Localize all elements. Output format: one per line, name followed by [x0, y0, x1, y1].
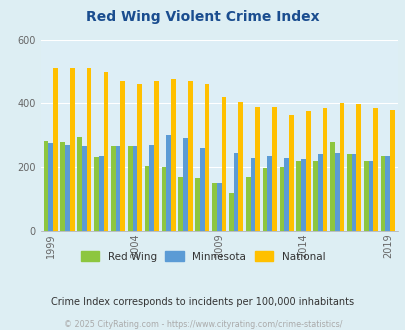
Bar [204, 84, 209, 231]
Bar [301, 159, 305, 231]
Bar [313, 161, 317, 231]
Bar [288, 115, 293, 231]
Bar [65, 145, 70, 231]
Bar [322, 108, 326, 231]
Bar [284, 158, 288, 231]
Bar [267, 156, 271, 231]
Bar [137, 84, 142, 231]
Bar [200, 148, 204, 231]
Bar [115, 147, 120, 231]
Bar [250, 158, 255, 231]
Bar [166, 135, 171, 231]
Bar [60, 142, 65, 231]
Bar [87, 68, 91, 231]
Bar [149, 145, 154, 231]
Bar [188, 81, 192, 231]
Bar [363, 161, 368, 231]
Bar [305, 112, 310, 231]
Bar [161, 167, 166, 231]
Bar [233, 153, 238, 231]
Bar [372, 108, 377, 231]
Bar [245, 177, 250, 231]
Bar [346, 154, 351, 231]
Text: Crime Index corresponds to incidents per 100,000 inhabitants: Crime Index corresponds to incidents per… [51, 297, 354, 307]
Bar [228, 193, 233, 231]
Bar [70, 68, 75, 231]
Bar [339, 103, 343, 231]
Bar [317, 154, 322, 231]
Text: © 2025 CityRating.com - https://www.cityrating.com/crime-statistics/: © 2025 CityRating.com - https://www.city… [64, 319, 341, 329]
Bar [212, 183, 216, 231]
Legend: Red Wing, Minnesota, National: Red Wing, Minnesota, National [79, 249, 326, 264]
Bar [384, 156, 389, 231]
Bar [221, 97, 226, 231]
Bar [82, 147, 87, 231]
Bar [132, 147, 137, 231]
Bar [103, 72, 108, 231]
Bar [120, 81, 125, 231]
Bar [48, 143, 53, 231]
Bar [271, 107, 276, 231]
Bar [183, 139, 188, 231]
Bar [334, 153, 339, 231]
Bar [262, 168, 267, 231]
Bar [99, 156, 103, 231]
Bar [94, 157, 99, 231]
Bar [43, 141, 48, 231]
Bar [77, 137, 82, 231]
Bar [216, 183, 221, 231]
Bar [279, 167, 283, 231]
Bar [389, 110, 394, 231]
Bar [171, 80, 175, 231]
Bar [178, 177, 183, 231]
Bar [128, 147, 132, 231]
Bar [380, 156, 384, 231]
Bar [154, 81, 158, 231]
Bar [255, 107, 259, 231]
Bar [351, 154, 356, 231]
Bar [238, 102, 243, 231]
Bar [296, 161, 301, 231]
Bar [329, 142, 334, 231]
Bar [195, 178, 200, 231]
Bar [368, 161, 372, 231]
Bar [111, 147, 115, 231]
Bar [53, 68, 58, 231]
Bar [145, 166, 149, 231]
Text: Red Wing Violent Crime Index: Red Wing Violent Crime Index [86, 10, 319, 24]
Bar [356, 104, 360, 231]
